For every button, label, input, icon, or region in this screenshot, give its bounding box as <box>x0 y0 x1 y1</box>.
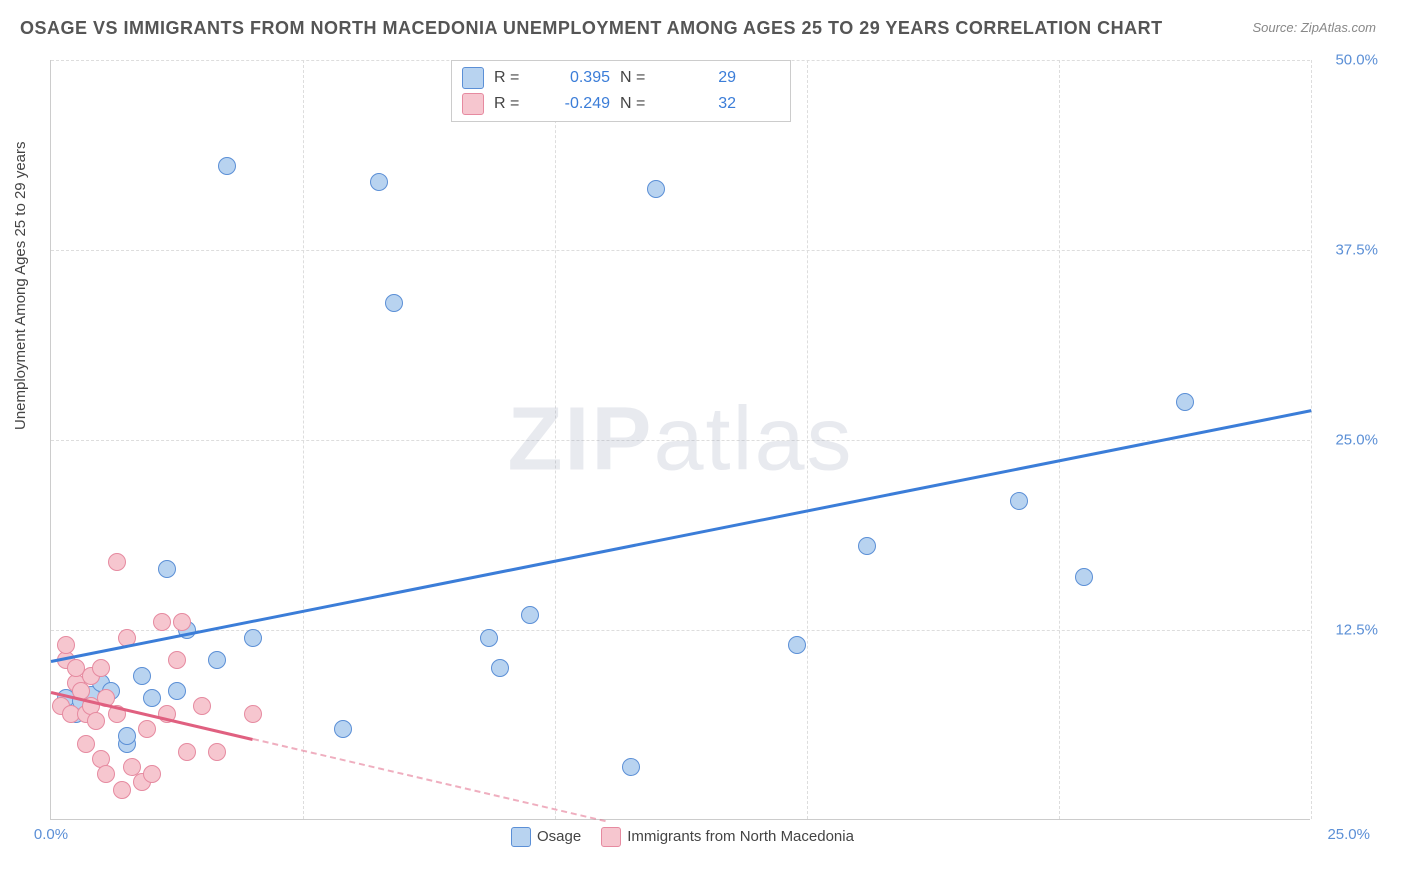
data-point <box>133 667 151 685</box>
legend-series: Osage Immigrants from North Macedonia <box>511 827 854 847</box>
legend-stats-row-1: R = -0.249 N = 32 <box>462 91 780 117</box>
data-point <box>334 720 352 738</box>
data-point <box>244 629 262 647</box>
data-point <box>193 697 211 715</box>
legend-stats: R = 0.395 N = 29 R = -0.249 N = 32 <box>451 60 791 122</box>
data-point <box>647 180 665 198</box>
legend-r-value-1: -0.249 <box>540 95 610 113</box>
x-axis-tick-0: 0.0% <box>34 826 68 843</box>
data-point <box>385 294 403 312</box>
y-axis-tick: 12.5% <box>1318 622 1378 639</box>
data-point <box>113 781 131 799</box>
data-point <box>858 537 876 555</box>
gridline-h <box>51 250 1310 251</box>
data-point <box>153 613 171 631</box>
trendline <box>51 410 1312 664</box>
legend-swatch-immigrants <box>462 93 484 115</box>
legend-swatch-immigrants <box>601 827 621 847</box>
data-point <box>118 727 136 745</box>
data-point <box>87 712 105 730</box>
plot-area: ZIPatlas R = 0.395 N = 29 R = -0.249 N =… <box>50 60 1310 820</box>
data-point <box>168 651 186 669</box>
data-point <box>521 606 539 624</box>
data-point <box>173 613 191 631</box>
data-point <box>77 735 95 753</box>
data-point <box>158 560 176 578</box>
data-point <box>143 765 161 783</box>
data-point <box>244 705 262 723</box>
data-point <box>138 720 156 738</box>
data-point <box>97 765 115 783</box>
data-point <box>208 743 226 761</box>
x-axis-tick-max: 25.0% <box>1327 826 1370 843</box>
data-point <box>1075 568 1093 586</box>
gridline-h <box>51 440 1310 441</box>
y-axis-tick: 50.0% <box>1318 52 1378 69</box>
y-axis-label: Unemployment Among Ages 25 to 29 years <box>12 141 29 430</box>
gridline-v <box>1059 60 1060 819</box>
legend-swatch-osage <box>462 67 484 89</box>
data-point <box>57 636 75 654</box>
legend-n-value-1: 32 <box>666 95 736 113</box>
legend-stats-row-0: R = 0.395 N = 29 <box>462 65 780 91</box>
gridline-v <box>303 60 304 819</box>
legend-r-label: R = <box>494 95 530 113</box>
data-point <box>168 682 186 700</box>
watermark-light: atlas <box>653 389 853 489</box>
legend-label-immigrants: Immigrants from North Macedonia <box>627 828 854 845</box>
data-point <box>143 689 161 707</box>
data-point <box>480 629 498 647</box>
trendline-dashed <box>252 738 605 822</box>
legend-swatch-osage <box>511 827 531 847</box>
data-point <box>1010 492 1028 510</box>
watermark-bold: ZIP <box>507 389 653 489</box>
data-point <box>92 659 110 677</box>
legend-n-value-0: 29 <box>666 69 736 87</box>
data-point <box>208 651 226 669</box>
data-point <box>622 758 640 776</box>
legend-n-label: N = <box>620 69 656 87</box>
data-point <box>370 173 388 191</box>
legend-n-label: N = <box>620 95 656 113</box>
gridline-h <box>51 630 1310 631</box>
data-point <box>491 659 509 677</box>
legend-r-value-0: 0.395 <box>540 69 610 87</box>
data-point <box>1176 393 1194 411</box>
chart-title: OSAGE VS IMMIGRANTS FROM NORTH MACEDONIA… <box>20 18 1163 39</box>
data-point <box>178 743 196 761</box>
legend-item-osage: Osage <box>511 827 581 847</box>
y-axis-tick: 37.5% <box>1318 242 1378 259</box>
gridline-v <box>1311 60 1312 819</box>
data-point <box>108 553 126 571</box>
data-point <box>218 157 236 175</box>
gridline-v <box>555 60 556 819</box>
y-axis-tick: 25.0% <box>1318 432 1378 449</box>
legend-label-osage: Osage <box>537 828 581 845</box>
legend-r-label: R = <box>494 69 530 87</box>
data-point <box>788 636 806 654</box>
gridline-v <box>807 60 808 819</box>
source-citation: Source: ZipAtlas.com <box>1252 20 1376 35</box>
legend-item-immigrants: Immigrants from North Macedonia <box>601 827 854 847</box>
